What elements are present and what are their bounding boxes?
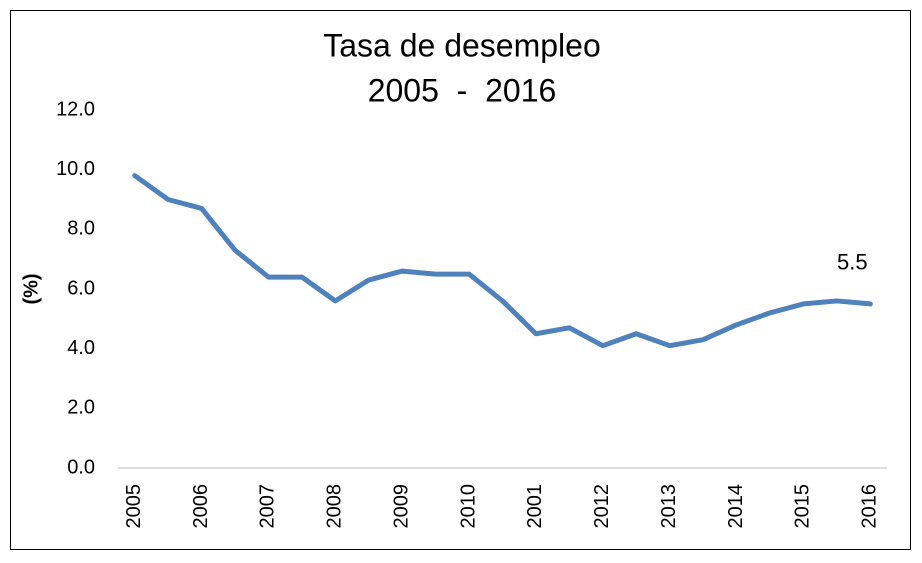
chart-subtitle: 2005 - 2016 (368, 72, 557, 108)
x-tick-label: 2009 (390, 484, 412, 529)
y-tick-label: 0.0 (67, 456, 95, 478)
x-tick-label: 2007 (257, 484, 279, 529)
x-tick-label: 2010 (457, 484, 479, 529)
x-tick-label: 2016 (859, 484, 881, 529)
y-tick-label: 12.0 (56, 98, 95, 120)
x-tick-label: 2006 (190, 484, 212, 529)
y-axis-label: (%) (20, 273, 42, 304)
data-label: 5.5 (837, 250, 868, 275)
y-tick-label: 2.0 (67, 397, 95, 419)
x-tick-label: 2015 (792, 484, 814, 529)
chart-title: Tasa de desempleo (323, 27, 601, 63)
x-tick-label: 2005 (123, 484, 145, 529)
x-tick-label: 2008 (324, 484, 346, 529)
y-tick-label: 4.0 (67, 337, 95, 359)
chart-frame (10, 10, 911, 550)
y-tick-label: 10.0 (56, 158, 95, 180)
y-tick-label: 8.0 (67, 218, 95, 240)
x-tick-label: 2012 (591, 484, 613, 529)
x-tick-label: 2013 (658, 484, 680, 529)
y-tick-label: 6.0 (67, 277, 95, 299)
x-tick-label: 2001 (524, 484, 546, 529)
x-tick-label: 2014 (725, 484, 747, 529)
line-series (132, 173, 873, 349)
